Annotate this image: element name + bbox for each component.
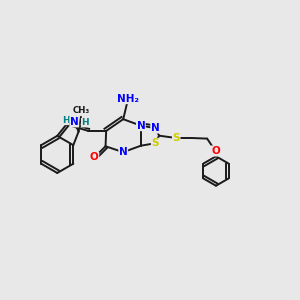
Text: N: N (136, 121, 145, 131)
Text: N: N (119, 147, 128, 157)
Text: S: S (152, 138, 159, 148)
Text: S: S (172, 133, 180, 143)
Text: H: H (62, 116, 69, 125)
Text: NH₂: NH₂ (117, 94, 139, 103)
Text: O: O (211, 146, 220, 156)
Text: H: H (81, 118, 89, 127)
Text: N: N (151, 123, 160, 133)
Text: CH₃: CH₃ (73, 106, 90, 116)
Text: N: N (70, 117, 79, 127)
Text: O: O (90, 152, 99, 163)
